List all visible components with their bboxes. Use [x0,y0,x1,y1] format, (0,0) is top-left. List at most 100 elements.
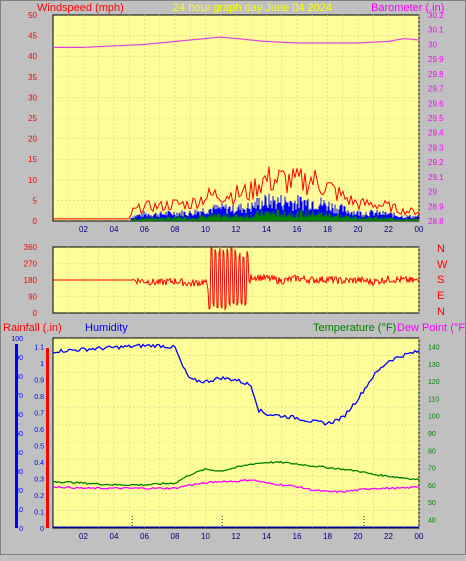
temperature-y-tick-label: 80 [428,448,436,455]
wind-direction-panel: 0 90 180 270 360 [24,243,420,318]
barometer-y-tick-label: 29.6 [428,99,444,108]
temperature-y-tick-label: 140 [428,345,440,352]
humidity-gauge-bar [15,344,18,528]
dewpoint-axis-title: Dew Point (°F) [397,322,466,334]
wind-x-tick-label: 22 [384,225,393,234]
temphum-x-tick-label: 02 [79,532,88,541]
temphum-x-tick-label: 20 [354,532,363,541]
humidity-y-tick-label: 80 [15,374,23,381]
humidity-series-line [52,343,420,426]
barometer-axis-title: Barometer (.in) [371,2,444,14]
direction-y-tick-label: 360 [24,243,38,252]
direction-label-n-bottom: N [437,306,445,318]
barometer-y-tick-label: 30 [428,40,437,49]
wind-x-tick-label: 06 [140,225,149,234]
temperature-y-tick-label: 50 [428,500,436,507]
rainfall-y-tick-label: 0.5 [34,443,44,450]
temperature-y-tick-label: 110 [428,396,439,403]
temperature-y-tick-label: 40 [428,517,436,524]
temphum-x-tick-label: 22 [384,532,393,541]
humidity-y-tick-label: 100 [11,336,23,343]
rainfall-axis-title: Rainfall (.in) [3,322,62,334]
windspeed-y-tick-label: 35 [28,73,37,82]
rainfall-y-tick-label: 0.6 [34,427,44,434]
windspeed-y-tick-label: 45 [28,32,37,41]
windspeed-y-tick-label: 40 [28,52,37,61]
windspeed-y-tick-label: 5 [33,196,38,205]
wind-x-tick-label: 12 [232,225,241,234]
direction-y-tick-label: 270 [24,260,38,269]
barometer-y-tick-label: 29.8 [428,70,444,79]
wind-x-tick-label: 08 [171,225,180,234]
windspeed-y-tick-label: 50 [28,11,37,20]
direction-y-tick-label: 0 [33,309,38,318]
rainfall-y-tick-label: 0.4 [34,460,44,467]
windspeed-y-tick-label: 25 [28,114,37,123]
direction-y-tick-label: 90 [28,293,37,302]
humidity-y-tick-label: 40 [15,450,23,457]
temphum-x-tick-label: 04 [110,532,119,541]
direction-label-n-top: N [437,243,445,255]
humidity-y-tick-label: 30 [15,469,23,476]
rainfall-y-tick-label: 0 [40,526,44,533]
humidity-y-tick-label: 0 [19,526,23,533]
temperature-y-tick-label: 90 [428,431,436,438]
barometer-y-tick-label: 29.3 [428,143,444,152]
windspeed-y-tick-label: 20 [28,135,37,144]
rainfall-y-tick-label: 0.8 [34,394,44,401]
wind-x-tick-label: 04 [110,225,119,234]
humidity-y-tick-label: 20 [15,488,23,495]
rainfall-y-tick-label: 0.3 [34,476,44,483]
dewpoint-series-line [52,478,420,494]
wind-barometer-panel: 02 04 06 08 10 12 14 16 18 20 22 000510152025303540… [28,11,444,234]
temperature-y-tick-label: 130 [428,362,440,369]
barometer-y-tick-label: 29.7 [428,85,444,94]
temperature-y-tick-label: 70 [428,466,436,473]
rainfall-y-tick-label: 0.9 [34,377,44,384]
temperature-humidity-panel: 02 04 06 08 10 12 14 16 18 20 22 000102030405060708… [11,336,439,541]
barometer-series-line [53,36,420,49]
rainfall-y-tick-label: 0.2 [34,493,44,500]
windspeed-y-tick-label: 15 [28,155,37,164]
barometer-y-tick-label: 29 [428,188,437,197]
temphum-x-tick-label: 16 [293,532,302,541]
direction-y-tick-label: 180 [24,276,38,285]
windspeed-y-tick-label: 10 [28,176,37,185]
barometer-y-tick-label: 28.9 [428,202,444,211]
windspeed-y-tick-label: 0 [33,217,38,226]
direction-labels: N W S E N [437,243,448,318]
barometer-y-tick-label: 30.2 [428,11,444,20]
humidity-axis-title: Humidity [85,322,128,334]
direction-label-w: W [437,259,448,271]
humidity-y-tick-label: 90 [15,355,23,362]
temphum-x-tick-label: 06 [140,532,149,541]
rainfall-y-tick-label: 1.1 [34,344,44,351]
wind-x-tick-label: 10 [201,225,210,234]
barometer-y-tick-label: 28.8 [428,217,444,226]
temphum-x-tick-label: 08 [171,532,180,541]
barometer-y-tick-label: 29.4 [428,129,444,138]
windspeed-axis-title: Windspeed (mph) [37,2,124,14]
rainfall-y-tick-label: 0.1 [34,509,44,516]
barometer-y-tick-label: 29.1 [428,173,444,182]
humidity-y-tick-label: 10 [15,507,23,514]
temperature-y-tick-label: 60 [428,483,436,490]
temphum-x-tick-label: 12 [232,532,241,541]
rainfall-gauge-bar [46,348,49,528]
temperature-axis-title: Temperature (°F) [313,322,396,334]
direction-label-e: E [437,290,444,302]
temphum-x-tick-label: 18 [323,532,332,541]
direction-label-s: S [437,274,444,286]
temphum-x-tick-label: 10 [201,532,210,541]
temphum-x-tick-label: 00 [415,532,424,541]
windspeed-y-tick-label: 30 [28,93,37,102]
wind-x-tick-label: 20 [354,225,363,234]
humidity-y-tick-label: 70 [15,393,23,400]
wind-x-tick-label: 16 [293,225,302,234]
barometer-y-tick-label: 30.1 [428,26,444,35]
humidity-y-tick-label: 60 [15,412,23,419]
barometer-y-tick-label: 29.5 [428,114,444,123]
wind-direction-series-line [53,246,420,312]
